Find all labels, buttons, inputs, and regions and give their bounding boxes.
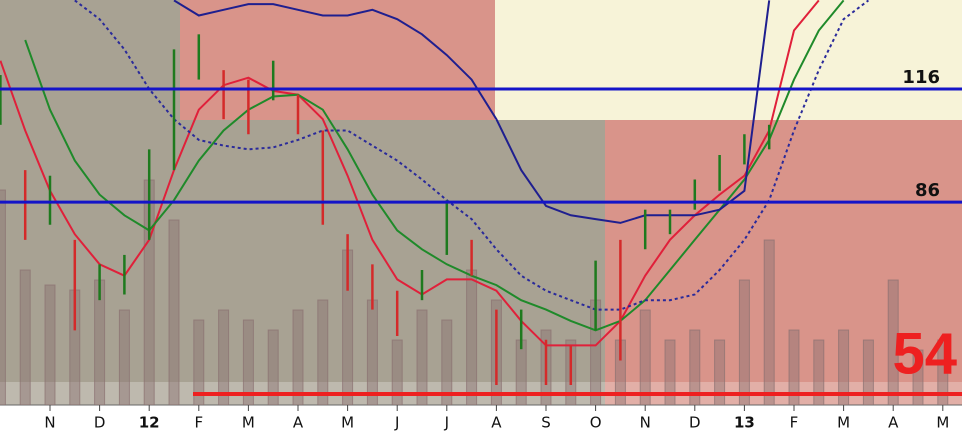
volume-bar [738,279,750,405]
volume-bar [218,309,230,405]
x-tick-label: M [242,414,255,432]
volume-bar [19,269,31,405]
indicator-label: 54 [892,321,957,386]
volume-bar [887,279,899,405]
level-label: 86 [915,180,940,201]
volume-bar [714,339,726,405]
x-tick-label: D [689,414,701,432]
volume-bar [317,299,329,405]
volume-bar [763,239,775,405]
volume-bar [639,309,651,405]
volume-bar [788,329,800,405]
volume-bar [466,269,478,405]
volume-bar [391,339,403,405]
x-tick-label: 13 [734,414,755,432]
volume-bar [366,299,378,405]
x-tick-label: M [341,414,354,432]
volume-bar [267,329,279,405]
volume-bar [0,189,6,405]
ma-line [24,0,845,332]
x-tick-label: J [444,414,449,432]
volume-bar [416,309,428,405]
volume-bar [44,284,56,405]
x-tick-label: O [590,414,602,432]
ma-line [0,0,820,347]
volume-bar [441,319,453,405]
x-tick-label: F [194,414,203,432]
volume-bar [664,339,676,405]
x-tick-label: N [640,414,651,432]
x-tick-label: D [94,414,106,432]
volume-bar [292,309,304,405]
volume-bar [813,339,825,405]
volume-bar [193,319,205,405]
x-tick-label: 12 [139,414,160,432]
x-tick-label: A [888,414,899,432]
volume-bar [838,329,850,405]
x-tick-label: F [790,414,799,432]
volume-bar [689,329,701,405]
x-tick-label: N [44,414,55,432]
ma-line [74,0,870,311]
volume-bar [937,339,949,405]
volume-bar [912,349,924,405]
volume-bar [862,339,874,405]
x-tick-label: M [837,414,850,432]
volume-bar [118,309,130,405]
x-tick-label: A [293,414,304,432]
x-tick-label: A [491,414,502,432]
x-tick-label: S [541,414,551,432]
x-tick-label: M [936,414,949,432]
volume-bar [242,319,254,405]
volume-bar [168,219,180,405]
price-layer [0,34,771,386]
x-tick-label: J [394,414,399,432]
level-label: 116 [902,67,940,88]
overlay-layer: 116 86 54 N D 12 F M A M J J A S O N D 13 F M A M [0,67,962,432]
